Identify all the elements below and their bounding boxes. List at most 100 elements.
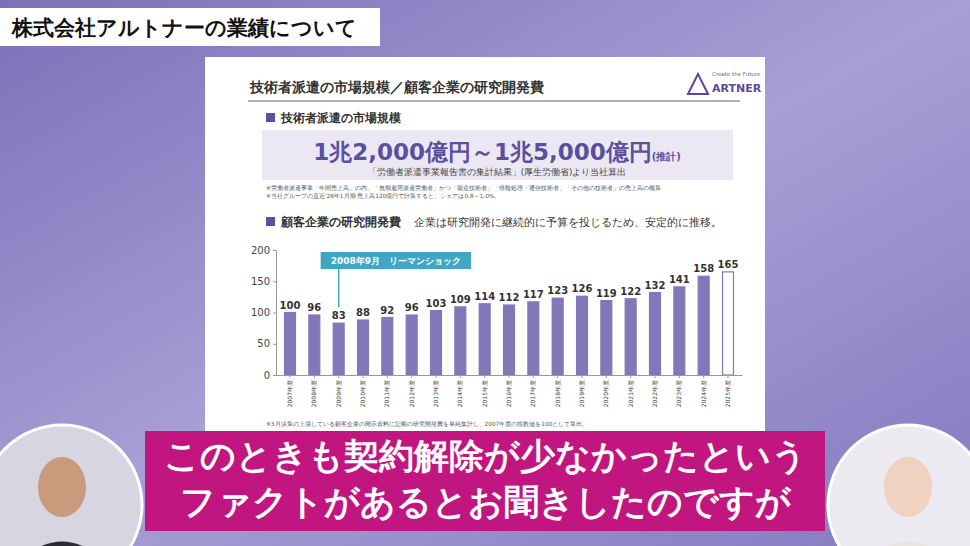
tick-mark xyxy=(655,375,656,378)
tick: 100 xyxy=(251,307,276,318)
tick-label: 2019年度 xyxy=(578,380,585,407)
data-label: 126 xyxy=(572,283,593,294)
bar xyxy=(382,318,393,376)
tick-mark xyxy=(387,375,388,378)
screen: 株式会社アルトナーの業績について技術者派遣の市場規模／顧客企業の研究開発費Cre… xyxy=(0,0,970,546)
bar xyxy=(674,287,685,375)
bar xyxy=(504,305,515,375)
bar xyxy=(479,304,490,375)
tick-label: 100 xyxy=(251,307,270,318)
logo-tagline: Create the Future xyxy=(712,71,761,77)
tick-label: 2023年度 xyxy=(675,380,682,407)
data-label: 103 xyxy=(426,298,447,309)
tick-mark xyxy=(533,375,534,378)
tick-mark xyxy=(460,375,461,378)
tick: 150 xyxy=(251,276,276,287)
tick: 2010年度 xyxy=(359,375,366,407)
bar xyxy=(358,320,369,375)
annotation-pointer xyxy=(338,269,340,307)
slide-title: 技術者派遣の市場規模／顧客企業の研究開発費 xyxy=(249,79,544,95)
bar xyxy=(528,302,539,375)
data-label: 96 xyxy=(307,302,321,313)
tick: 2011年度 xyxy=(383,375,390,407)
value-box xyxy=(262,130,733,180)
tick-label: 2009年度 xyxy=(335,380,342,407)
data-label: 83 xyxy=(332,310,346,321)
tick: 2008年度 xyxy=(310,375,317,407)
tick: 2014年度 xyxy=(456,375,463,407)
presenter-frame xyxy=(0,425,142,546)
tick-label: 2014年度 xyxy=(456,380,463,407)
tick-mark xyxy=(273,375,276,376)
x-axis: 2007年度 2008年度 2009年度 2010年度 2011年度 2012年度 2013… xyxy=(277,375,743,407)
bars xyxy=(285,272,734,375)
tick-mark xyxy=(314,375,315,378)
title-rule xyxy=(248,101,740,102)
tick-mark xyxy=(273,250,276,251)
bar xyxy=(406,315,417,375)
tick-mark xyxy=(435,375,436,378)
data-label: 117 xyxy=(523,289,544,300)
tick-mark xyxy=(273,313,276,314)
data-label: 114 xyxy=(474,291,495,302)
tick: 0 xyxy=(264,370,276,381)
data-label: 132 xyxy=(645,280,666,291)
data-label: 96 xyxy=(405,302,419,313)
presenter xyxy=(828,425,970,546)
tick: 2013年度 xyxy=(432,375,439,407)
data-label: 119 xyxy=(596,288,617,299)
annotation-box xyxy=(321,252,471,269)
tick-label: 2017年度 xyxy=(529,380,536,407)
bar xyxy=(455,307,466,375)
tick-label: 2016年度 xyxy=(505,380,512,407)
tick: 2018年度 xyxy=(554,375,561,407)
tick-mark xyxy=(582,375,583,378)
tick-mark xyxy=(273,281,276,282)
tick-label: 2010年度 xyxy=(359,380,366,407)
data-label: 141 xyxy=(669,274,690,285)
tick-mark xyxy=(679,375,680,378)
tick-label: 0 xyxy=(264,370,270,381)
bar xyxy=(333,323,344,375)
bar xyxy=(309,315,320,375)
tick-label: 2022年度 xyxy=(651,380,658,407)
tick-mark xyxy=(289,375,290,378)
tick: 2012年度 xyxy=(408,375,415,407)
footnote: ※3月決算の上場している顧客企業の開示資料に記載の研究開発費を単純集計し、200… xyxy=(266,420,588,428)
tick: 2007年度 xyxy=(286,375,293,407)
tick-label: 2008年度 xyxy=(310,380,317,407)
tick-mark xyxy=(630,375,631,378)
tick: 2017年度 xyxy=(529,375,536,407)
section-marker xyxy=(266,217,275,226)
tick-label: 2013年度 xyxy=(432,380,439,407)
chart: 0 50 100 150 200 2007年度 2008年度 2009年度 2010年度 2011… xyxy=(251,245,743,408)
data-label: 109 xyxy=(450,294,471,305)
tick-label: 2011年度 xyxy=(383,380,390,407)
tick-label: 2012年度 xyxy=(408,380,415,407)
tick-label: 150 xyxy=(251,276,270,287)
presenter-head xyxy=(38,457,86,517)
axis-line xyxy=(273,251,277,376)
section-heading: 技術者派遣の市場規模 xyxy=(280,111,401,125)
source: 「労働者派遣事業報告書の集計結果」(厚生労働省)より当社算出 xyxy=(368,167,627,177)
presenter-body xyxy=(846,542,970,546)
bar xyxy=(285,313,296,376)
tick: 50 xyxy=(257,338,276,349)
background xyxy=(0,0,970,546)
data-label: 122 xyxy=(620,286,641,297)
tick-label: 2020年度 xyxy=(602,380,609,407)
tick-mark xyxy=(411,375,412,378)
tick: 2025年度 xyxy=(724,375,731,407)
tick: 200 xyxy=(251,245,276,256)
tick: 2022年度 xyxy=(651,375,658,407)
bar xyxy=(552,298,563,375)
y-axis: 0 50 100 150 200 xyxy=(251,245,277,381)
presenter-head xyxy=(884,457,932,517)
tick: 2021年度 xyxy=(627,375,634,407)
note: ※労働者派遣事業「年間売上高」の内、「無期雇用派遣労働者」かつ「製造技術者」「情… xyxy=(266,184,661,192)
tick: 2016年度 xyxy=(505,375,512,407)
tick-mark xyxy=(703,375,704,378)
data-label: 158 xyxy=(693,263,714,274)
tick: 2009年度 xyxy=(335,375,342,407)
tick: 2023年度 xyxy=(675,375,682,407)
